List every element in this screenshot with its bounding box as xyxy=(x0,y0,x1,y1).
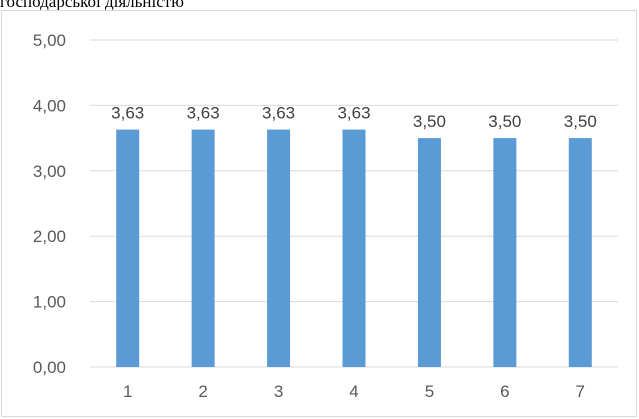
data-label: 3,63 xyxy=(262,104,295,123)
bar-5 xyxy=(417,138,441,367)
y-tick-label: 1,00 xyxy=(33,293,66,312)
bar-4 xyxy=(342,129,366,367)
page-caption: господарської діяльністю xyxy=(0,0,184,11)
y-tick-label: 0,00 xyxy=(33,358,66,377)
bar-6 xyxy=(493,138,517,367)
x-tick-label: 5 xyxy=(425,382,434,401)
bar-2 xyxy=(191,129,215,367)
data-label: 3,63 xyxy=(337,104,370,123)
data-label: 3,50 xyxy=(488,112,521,131)
data-label: 3,50 xyxy=(413,112,446,131)
x-tick-label: 1 xyxy=(123,382,132,401)
y-tick-label: 3,00 xyxy=(33,162,66,181)
data-label: 3,63 xyxy=(187,104,220,123)
bar-1 xyxy=(116,129,140,367)
bars xyxy=(116,129,592,367)
data-label: 3,63 xyxy=(111,104,144,123)
x-tick-label: 7 xyxy=(576,382,585,401)
bar-3 xyxy=(267,129,291,367)
chart-frame xyxy=(1,10,637,417)
bar-7 xyxy=(568,138,592,367)
data-label: 3,50 xyxy=(564,112,597,131)
y-axis-ticks: 0,00 1,00 2,00 3,00 4,00 5,00 xyxy=(33,31,66,377)
x-tick-label: 3 xyxy=(274,382,283,401)
y-tick-label: 2,00 xyxy=(33,227,66,246)
x-tick-label: 6 xyxy=(500,382,509,401)
x-tick-label: 4 xyxy=(349,382,358,401)
y-tick-label: 5,00 xyxy=(33,31,66,50)
data-labels: 3,63 3,63 3,63 3,63 3,50 3,50 3,50 xyxy=(111,104,597,132)
x-tick-label: 2 xyxy=(198,382,207,401)
y-tick-label: 4,00 xyxy=(33,96,66,115)
x-axis-ticks: 1 2 3 4 5 6 7 xyxy=(123,382,585,401)
